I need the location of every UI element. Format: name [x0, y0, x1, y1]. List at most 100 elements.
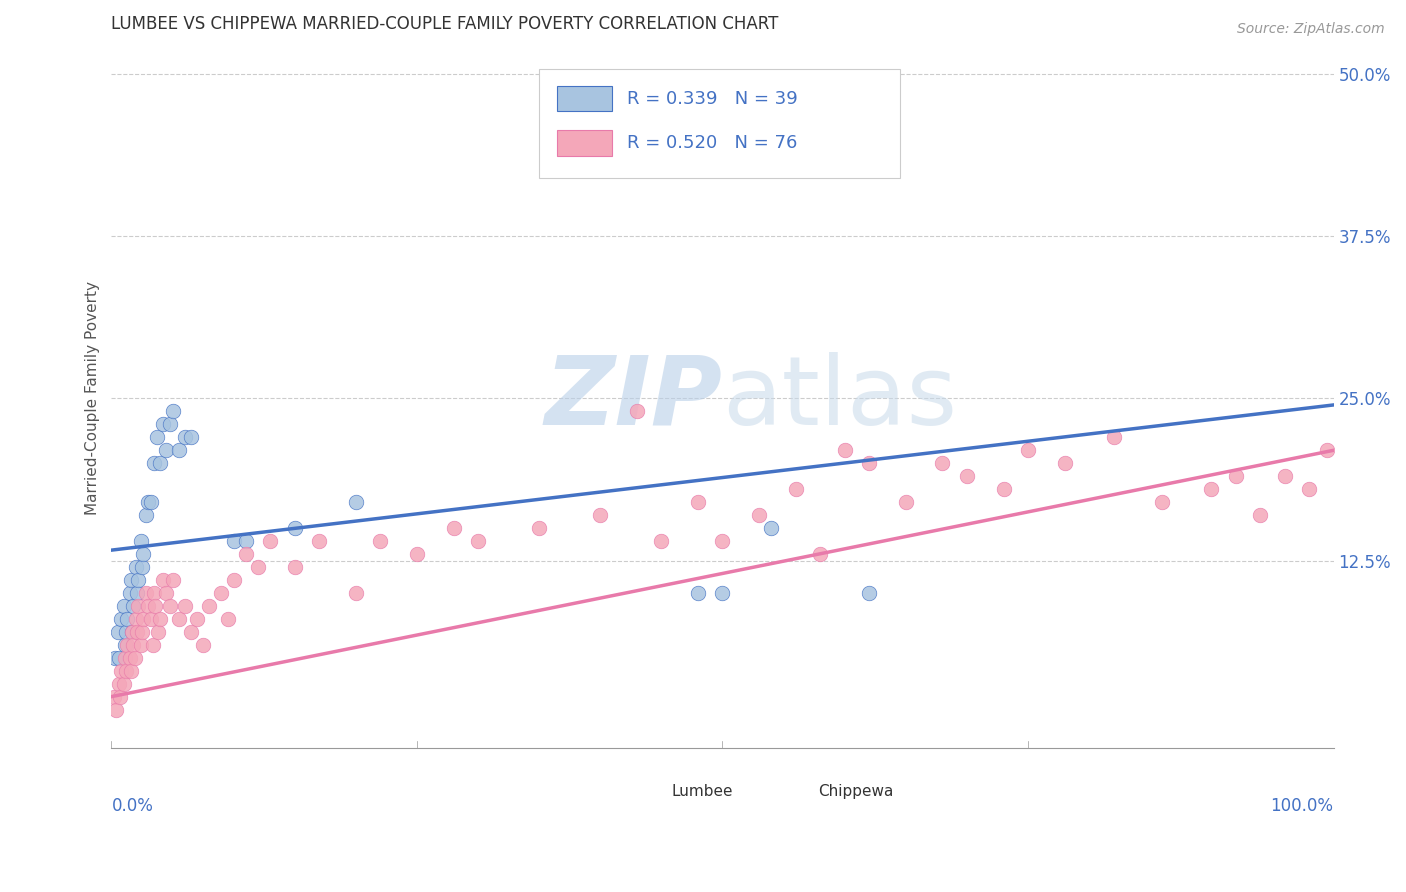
Point	[139, 495, 162, 509]
Point	[467, 534, 489, 549]
Point	[159, 417, 181, 432]
Point	[136, 495, 159, 509]
Text: Lumbee: Lumbee	[671, 784, 733, 799]
Point	[344, 495, 367, 509]
Point	[217, 612, 239, 626]
Point	[110, 612, 132, 626]
Point	[284, 521, 307, 535]
Point	[235, 547, 257, 561]
Point	[121, 624, 143, 639]
Point	[259, 534, 281, 549]
Point	[173, 430, 195, 444]
Point	[122, 599, 145, 613]
Point	[127, 599, 149, 613]
Point	[131, 624, 153, 639]
Point	[761, 521, 783, 535]
Point	[1298, 482, 1320, 496]
Point	[136, 599, 159, 613]
Point	[834, 443, 856, 458]
Point	[284, 560, 307, 574]
Point	[159, 599, 181, 613]
FancyBboxPatch shape	[637, 786, 664, 801]
Point	[162, 573, 184, 587]
Point	[120, 664, 142, 678]
Text: R = 0.339   N = 39: R = 0.339 N = 39	[627, 90, 797, 108]
Point	[180, 430, 202, 444]
Point	[191, 638, 214, 652]
Point	[127, 573, 149, 587]
FancyBboxPatch shape	[557, 87, 613, 112]
Point	[344, 586, 367, 600]
Text: Source: ZipAtlas.com: Source: ZipAtlas.com	[1237, 22, 1385, 37]
Point	[167, 443, 190, 458]
Point	[858, 586, 880, 600]
Point	[117, 612, 139, 626]
Point	[125, 612, 148, 626]
Point	[956, 469, 979, 483]
Point	[124, 650, 146, 665]
Point	[808, 547, 831, 561]
Point	[118, 586, 141, 600]
Text: ZIP: ZIP	[544, 352, 723, 445]
Text: LUMBEE VS CHIPPEWA MARRIED-COUPLE FAMILY POVERTY CORRELATION CHART: LUMBEE VS CHIPPEWA MARRIED-COUPLE FAMILY…	[111, 15, 779, 33]
Point	[114, 650, 136, 665]
Point	[247, 560, 270, 574]
Point	[114, 638, 136, 652]
Point	[589, 508, 612, 523]
Point	[1225, 469, 1247, 483]
Point	[235, 534, 257, 549]
Point	[152, 417, 174, 432]
Point	[894, 495, 917, 509]
Point	[129, 534, 152, 549]
FancyBboxPatch shape	[557, 130, 613, 155]
Text: atlas: atlas	[723, 352, 957, 445]
Point	[626, 404, 648, 418]
Y-axis label: Married-Couple Family Poverty: Married-Couple Family Poverty	[86, 282, 100, 516]
FancyBboxPatch shape	[783, 786, 810, 801]
Point	[162, 404, 184, 418]
Text: Chippewa: Chippewa	[818, 784, 893, 799]
Point	[686, 586, 709, 600]
Point	[112, 676, 135, 690]
Point	[527, 521, 550, 535]
Point	[1102, 430, 1125, 444]
Point	[107, 650, 129, 665]
Point	[125, 586, 148, 600]
Text: R = 0.520   N = 76: R = 0.520 N = 76	[627, 134, 797, 152]
Point	[125, 624, 148, 639]
Point	[209, 586, 232, 600]
Point	[129, 638, 152, 652]
Point	[785, 482, 807, 496]
Point	[131, 560, 153, 574]
Point	[105, 703, 128, 717]
Point	[115, 624, 138, 639]
Point	[1053, 456, 1076, 470]
Point	[222, 573, 245, 587]
FancyBboxPatch shape	[538, 70, 900, 178]
Point	[145, 599, 167, 613]
Point	[155, 586, 177, 600]
Point	[186, 612, 208, 626]
Point	[110, 664, 132, 678]
Point	[173, 599, 195, 613]
Point	[711, 534, 734, 549]
Point	[107, 676, 129, 690]
Point	[108, 690, 131, 704]
Point	[152, 573, 174, 587]
Point	[1201, 482, 1223, 496]
Point	[155, 443, 177, 458]
Point	[135, 586, 157, 600]
Point	[118, 650, 141, 665]
Point	[132, 612, 155, 626]
Point	[931, 456, 953, 470]
Point	[167, 612, 190, 626]
Point	[650, 534, 672, 549]
Point	[143, 456, 166, 470]
Point	[135, 508, 157, 523]
Point	[406, 547, 429, 561]
Point	[443, 521, 465, 535]
Point	[146, 624, 169, 639]
Text: 0.0%: 0.0%	[111, 797, 153, 815]
Point	[1274, 469, 1296, 483]
Point	[143, 586, 166, 600]
